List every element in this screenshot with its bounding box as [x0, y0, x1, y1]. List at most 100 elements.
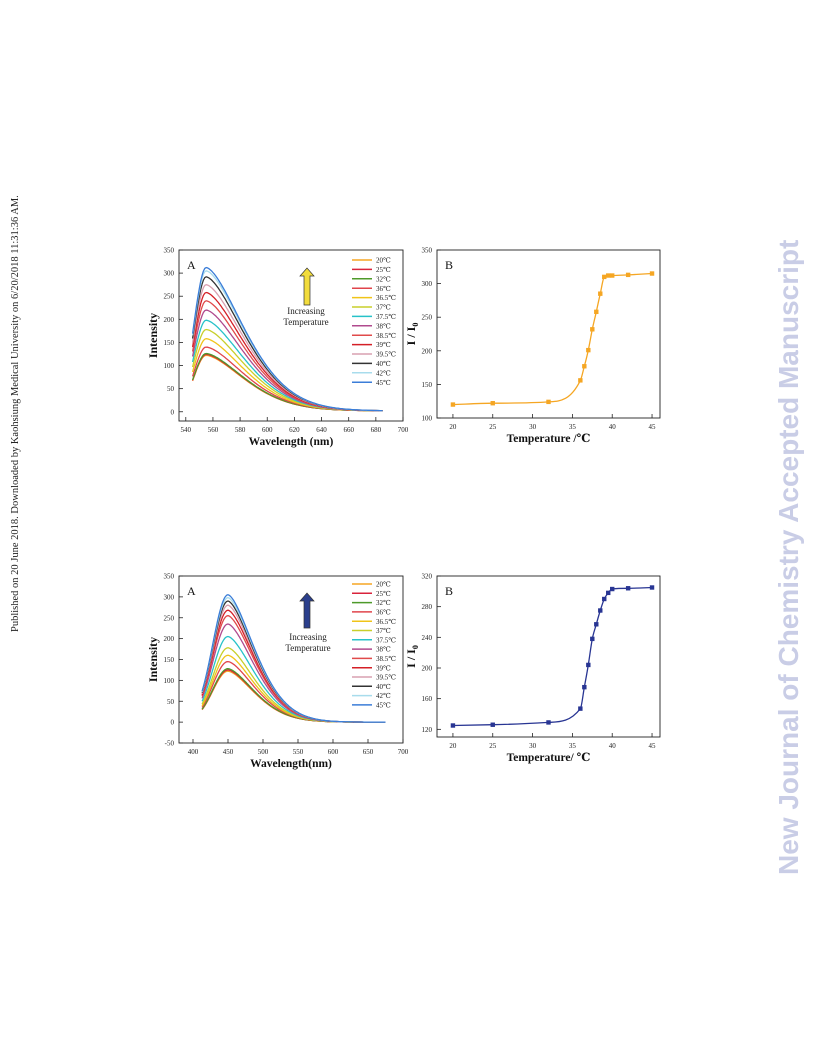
x-tick-label: 560 — [208, 426, 219, 434]
legend-entry: 32℃ — [376, 275, 391, 283]
y-tick-label: 150 — [164, 656, 175, 664]
data-point — [546, 399, 551, 405]
x-tick-label: 400 — [188, 748, 199, 756]
annotation-line-1: Increasing — [287, 306, 325, 316]
data-point — [625, 586, 631, 591]
data-point — [578, 378, 583, 383]
x-tick-label: 40 — [609, 742, 617, 750]
y-tick-label: 300 — [422, 280, 433, 288]
legend-entry: 45℃ — [376, 702, 391, 710]
data-point — [625, 272, 631, 278]
x-axis-label: Temperature/ ℃ — [507, 752, 591, 764]
x-tick-label: 540 — [181, 426, 192, 434]
x-tick-label: 640 — [316, 426, 327, 434]
series-line-37.5℃ — [191, 319, 383, 412]
legend-entry: 36.5℃ — [376, 618, 396, 626]
x-tick-label: 30 — [529, 423, 537, 431]
legend-entry: 42℃ — [376, 369, 391, 377]
y-tick-label: 240 — [422, 634, 433, 642]
data-point — [582, 684, 587, 690]
legend-entry: 42℃ — [376, 692, 391, 700]
y-axis-label: I / I0 — [404, 323, 420, 346]
y-tick-label: -50 — [165, 740, 175, 748]
fit-line — [452, 272, 653, 406]
x-tick-label: 25 — [489, 423, 497, 431]
x-axis-label: Temperature /℃ — [507, 433, 591, 445]
annotation-line-2: Temperature — [285, 643, 330, 653]
legend-entry: 40℃ — [376, 360, 391, 368]
legend-entry: 25℃ — [376, 266, 391, 274]
legend-entry: 39℃ — [376, 341, 391, 349]
x-tick-label: 45 — [649, 742, 657, 750]
y-tick-label: 300 — [164, 270, 175, 278]
y-tick-label: 300 — [164, 593, 175, 601]
data-point — [649, 271, 655, 276]
fit-line — [452, 586, 653, 727]
x-tick-label: 20 — [449, 423, 457, 431]
plot-frame — [178, 249, 404, 422]
y-tick-label: 320 — [422, 573, 433, 581]
x-tick-label: 25 — [489, 742, 497, 750]
legend-entry: 37℃ — [376, 304, 391, 312]
legend-entry: 39.5℃ — [376, 674, 396, 682]
data-point — [602, 274, 607, 280]
data-point — [490, 401, 495, 406]
side-notice: Published on 20 June 2018. Downloaded by… — [10, 195, 21, 632]
y-tick-label: 0 — [171, 408, 175, 416]
y-tick-label: 200 — [422, 347, 433, 355]
legend-entry: 38℃ — [376, 322, 391, 330]
data-point — [649, 585, 655, 590]
panel-label: B — [445, 584, 453, 598]
legend-entry: 36℃ — [376, 285, 391, 293]
data-point — [546, 720, 551, 725]
x-tick-label: 35 — [569, 423, 577, 431]
data-point — [586, 347, 591, 353]
x-tick-label: 500 — [258, 748, 269, 756]
y-tick-label: 350 — [164, 573, 175, 581]
x-axis-label: Wavelength (nm) — [249, 436, 334, 448]
y-axis-label: Intensity — [146, 313, 160, 358]
x-tick-label: 600 — [262, 426, 273, 434]
legend-entry: 39.5℃ — [376, 351, 396, 359]
y-tick-label: 200 — [422, 665, 433, 673]
data-point — [606, 273, 611, 278]
increasing-arrow-icon — [299, 592, 315, 629]
y-axis-label-sub: 0 — [411, 323, 420, 327]
watermark-text: New Journal of Chemistry Accepted Manusc… — [773, 240, 804, 875]
x-tick-label: 550 — [293, 748, 304, 756]
y-axis-label: I / I0 — [404, 645, 420, 668]
series-line-36℃ — [191, 346, 383, 412]
chart-bottom-B: 20 25 30 35 40 45 120 160 200 240 280 320 Temperatur… — [404, 573, 661, 764]
y-tick-label: 100 — [164, 677, 175, 685]
x-tick-label: 660 — [343, 426, 354, 434]
data-point — [578, 706, 583, 711]
legend-entry: 20℃ — [376, 581, 391, 589]
y-tick-label: 350 — [422, 247, 433, 255]
y-tick-label: 150 — [164, 339, 175, 347]
legend-entry: 38.5℃ — [376, 655, 396, 663]
legend-entry: 39℃ — [376, 664, 391, 672]
watermark: New Journal of Chemistry Accepted Manusc… — [773, 240, 804, 875]
chart-top-B: 20 25 30 35 40 45 100 150 200 250 300 350 Temperatur… — [404, 247, 661, 445]
legend-entry: 36℃ — [376, 609, 391, 617]
data-point — [586, 662, 591, 668]
y-tick-label: 0 — [171, 719, 175, 727]
x-tick-label: 680 — [371, 426, 382, 434]
data-point — [582, 364, 587, 369]
x-tick-label: 580 — [235, 426, 246, 434]
panel-label: A — [187, 258, 196, 272]
data-point — [450, 402, 456, 407]
series-line-37℃ — [191, 328, 383, 412]
panel-label: B — [445, 258, 453, 272]
data-point — [598, 608, 603, 613]
y-axis-label-sub: 0 — [411, 645, 420, 649]
y-tick-label: 50 — [167, 698, 175, 706]
data-point — [490, 722, 495, 727]
side-notice-text: Published on 20 June 2018. Downloaded by… — [10, 195, 21, 632]
series-line-36.5℃ — [191, 338, 383, 412]
legend-entry: 38.5℃ — [376, 332, 396, 340]
data-point — [610, 273, 615, 278]
y-axis-label: Intensity — [146, 637, 160, 682]
y-tick-label: 250 — [422, 314, 433, 322]
